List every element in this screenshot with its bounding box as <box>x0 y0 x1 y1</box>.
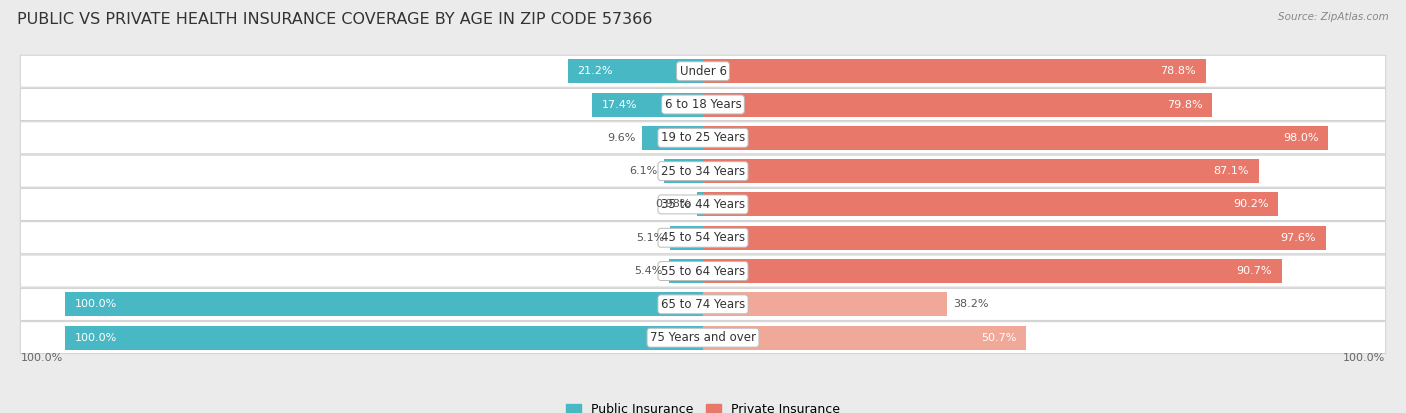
Bar <box>592 93 703 116</box>
Bar <box>697 192 703 216</box>
Bar <box>703 126 1329 150</box>
Text: 6.1%: 6.1% <box>630 166 658 176</box>
Text: 0.98%: 0.98% <box>655 199 690 209</box>
FancyBboxPatch shape <box>20 255 1386 287</box>
Text: 6 to 18 Years: 6 to 18 Years <box>665 98 741 111</box>
Bar <box>703 326 1026 350</box>
Text: 35 to 44 Years: 35 to 44 Years <box>661 198 745 211</box>
Text: 87.1%: 87.1% <box>1213 166 1249 176</box>
Bar <box>671 226 703 250</box>
Text: 55 to 64 Years: 55 to 64 Years <box>661 265 745 278</box>
Text: 100.0%: 100.0% <box>1343 353 1385 363</box>
Text: 90.2%: 90.2% <box>1233 199 1268 209</box>
Text: 25 to 34 Years: 25 to 34 Years <box>661 165 745 178</box>
Text: 21.2%: 21.2% <box>578 66 613 76</box>
Bar <box>703 159 1258 183</box>
Text: 5.1%: 5.1% <box>636 233 664 243</box>
FancyBboxPatch shape <box>20 55 1386 87</box>
Bar <box>703 292 946 316</box>
Bar <box>703 259 1282 283</box>
Legend: Public Insurance, Private Insurance: Public Insurance, Private Insurance <box>561 398 845 413</box>
Bar <box>664 159 703 183</box>
Text: 78.8%: 78.8% <box>1160 66 1197 76</box>
FancyBboxPatch shape <box>20 322 1386 354</box>
FancyBboxPatch shape <box>20 88 1386 121</box>
Text: 79.8%: 79.8% <box>1167 100 1202 109</box>
Text: 65 to 74 Years: 65 to 74 Years <box>661 298 745 311</box>
Text: 97.6%: 97.6% <box>1281 233 1316 243</box>
Text: 5.4%: 5.4% <box>634 266 662 276</box>
Text: 90.7%: 90.7% <box>1236 266 1272 276</box>
Text: 100.0%: 100.0% <box>75 299 117 309</box>
FancyBboxPatch shape <box>20 155 1386 187</box>
Bar <box>65 326 703 350</box>
Text: Source: ZipAtlas.com: Source: ZipAtlas.com <box>1278 12 1389 22</box>
Bar <box>703 93 1212 116</box>
Bar <box>703 192 1278 216</box>
Bar <box>641 126 703 150</box>
Text: 19 to 25 Years: 19 to 25 Years <box>661 131 745 144</box>
FancyBboxPatch shape <box>20 188 1386 221</box>
Text: 100.0%: 100.0% <box>75 332 117 343</box>
Bar <box>65 292 703 316</box>
Bar <box>669 259 703 283</box>
Text: 100.0%: 100.0% <box>21 353 63 363</box>
Text: 98.0%: 98.0% <box>1284 133 1319 143</box>
Bar <box>703 226 1326 250</box>
Bar <box>703 59 1206 83</box>
Text: 9.6%: 9.6% <box>607 133 636 143</box>
Text: 17.4%: 17.4% <box>602 100 637 109</box>
Text: 75 Years and over: 75 Years and over <box>650 331 756 344</box>
Text: PUBLIC VS PRIVATE HEALTH INSURANCE COVERAGE BY AGE IN ZIP CODE 57366: PUBLIC VS PRIVATE HEALTH INSURANCE COVER… <box>17 12 652 27</box>
FancyBboxPatch shape <box>20 222 1386 254</box>
Text: 38.2%: 38.2% <box>953 299 988 309</box>
Text: 50.7%: 50.7% <box>981 332 1017 343</box>
FancyBboxPatch shape <box>20 288 1386 320</box>
FancyBboxPatch shape <box>20 122 1386 154</box>
Bar <box>568 59 703 83</box>
Text: Under 6: Under 6 <box>679 65 727 78</box>
Text: 45 to 54 Years: 45 to 54 Years <box>661 231 745 244</box>
